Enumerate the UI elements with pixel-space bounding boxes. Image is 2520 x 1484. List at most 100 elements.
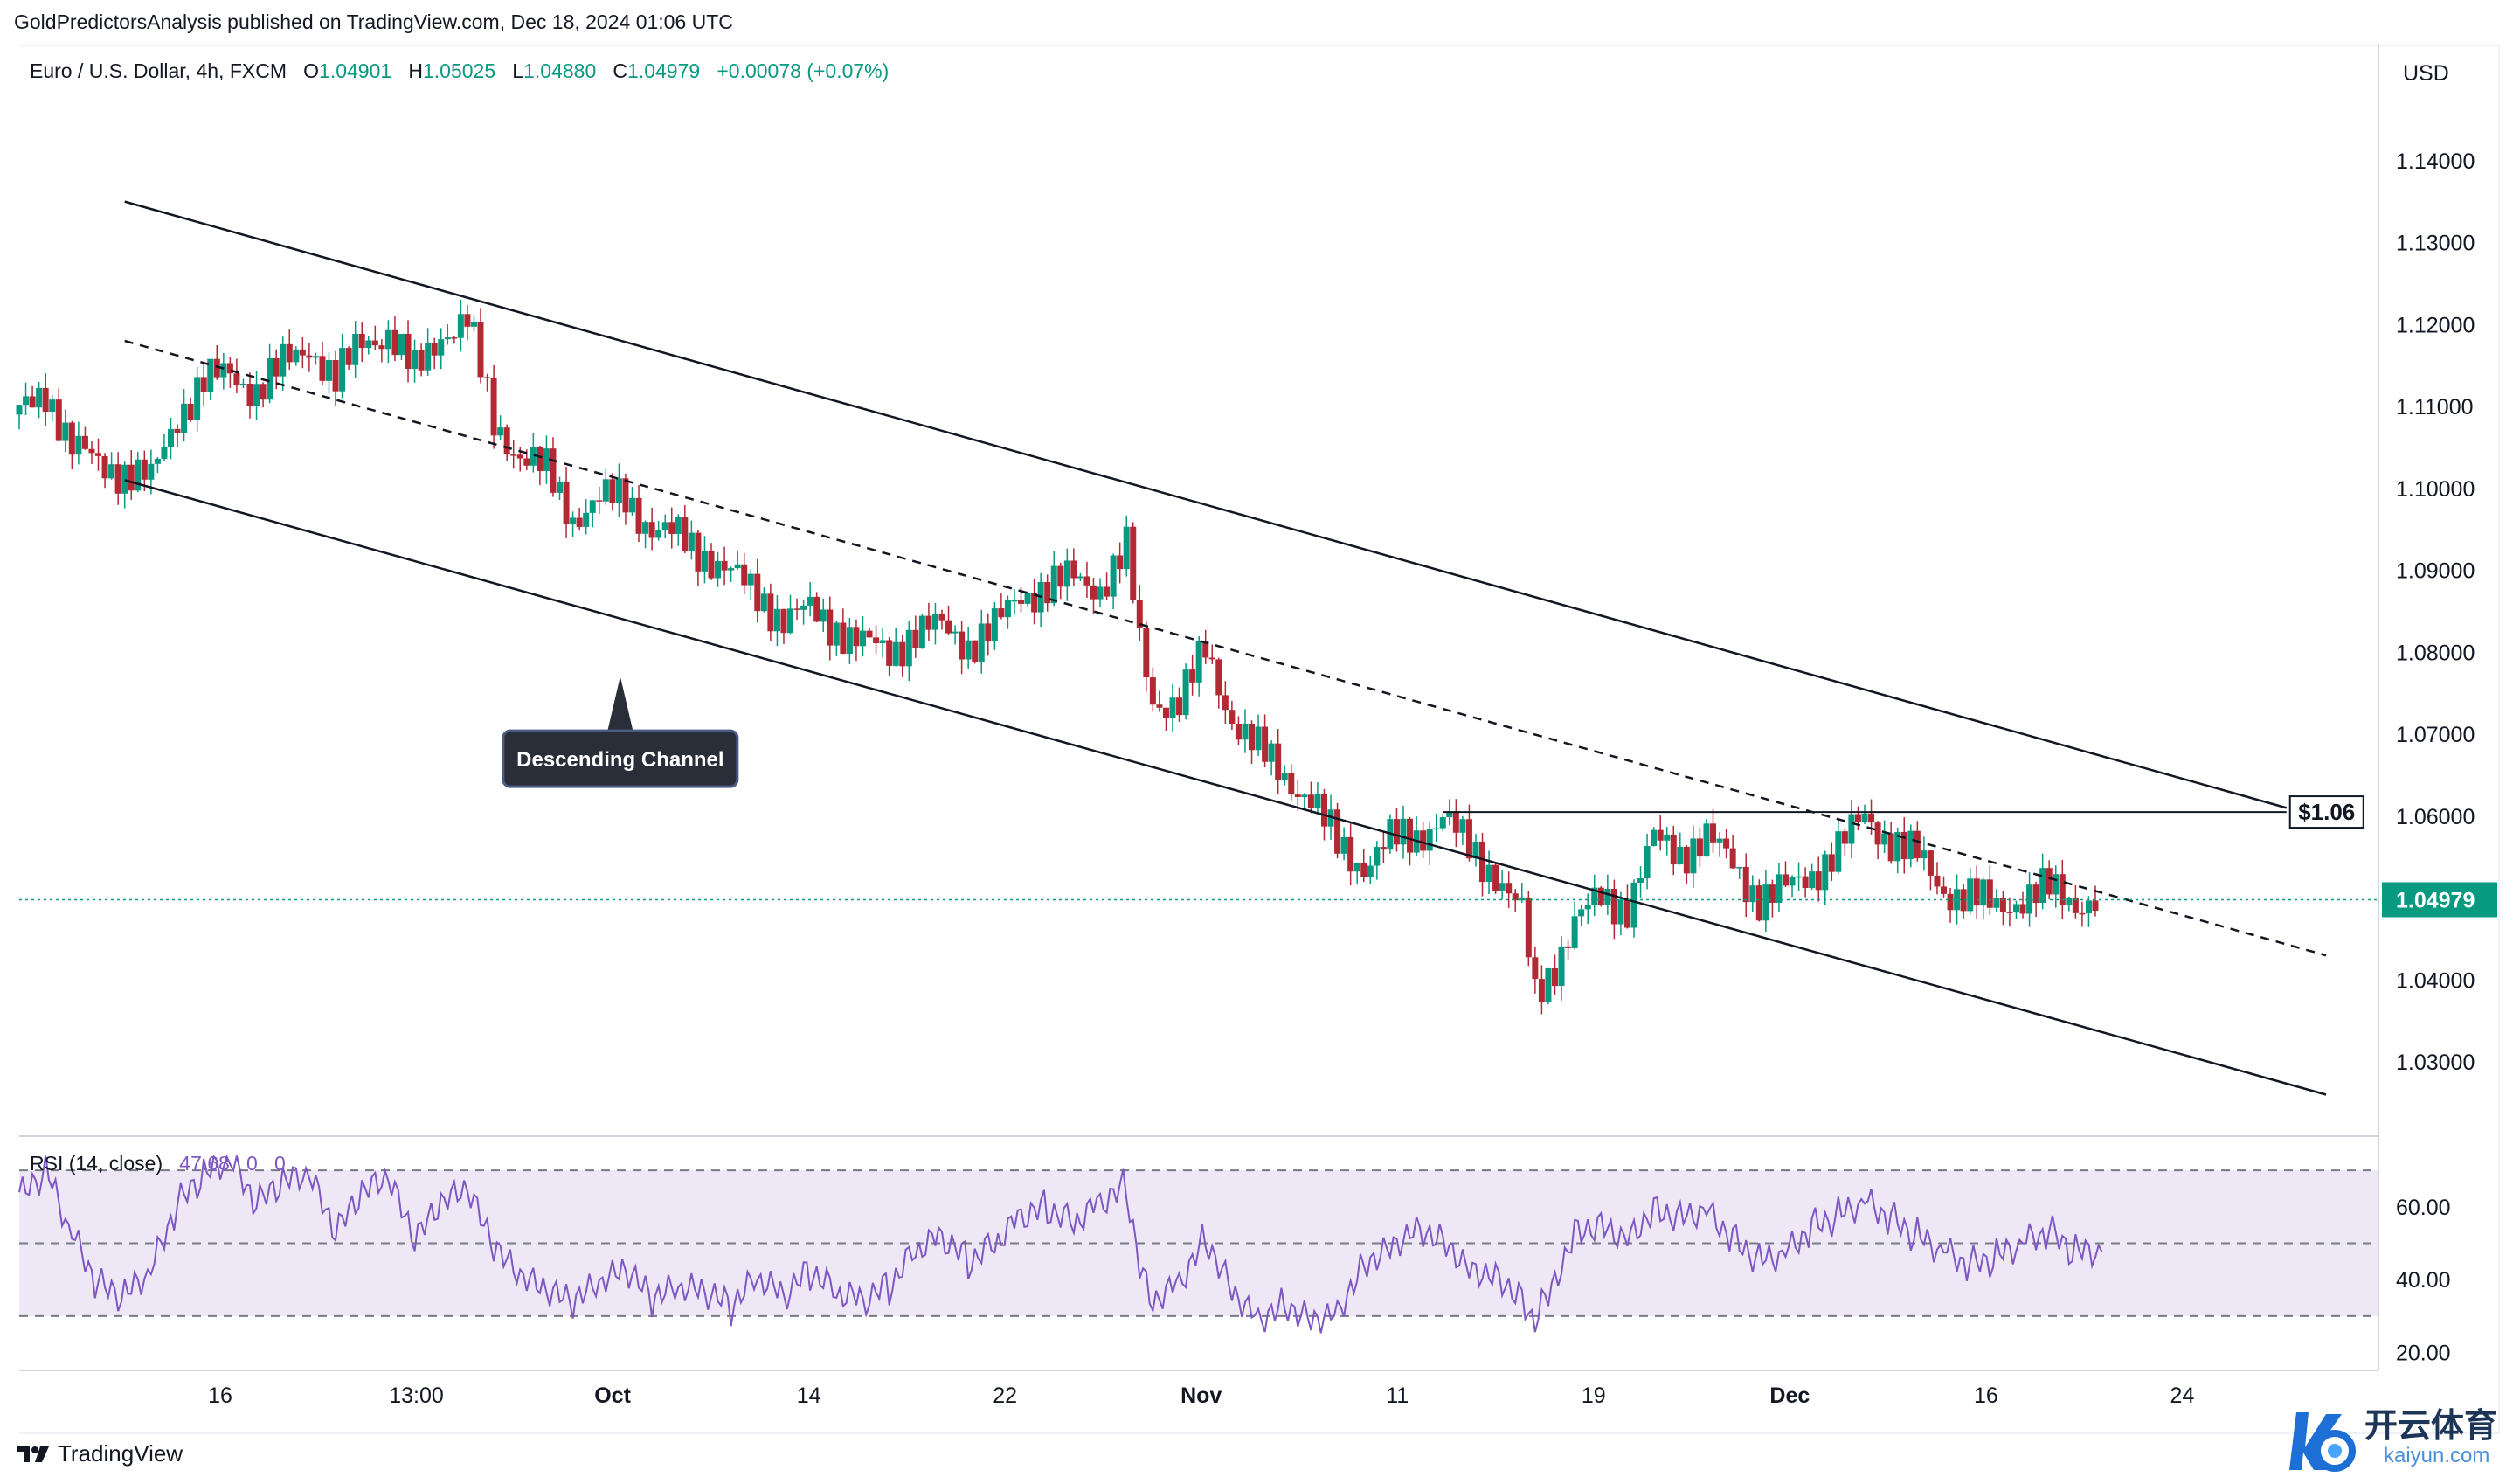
price-axis[interactable]: 1.14000 1.13000 1.12000 1.11000 1.10000 1.090… <box>2396 149 2475 1075</box>
candle-body <box>1644 845 1651 878</box>
currency-label[interactable]: USD <box>2403 61 2449 86</box>
candle-body <box>55 399 62 441</box>
candle-body <box>1499 883 1506 891</box>
time-tick-label: Dec <box>1769 1383 1810 1408</box>
candle-body <box>1249 723 1256 751</box>
candle-body <box>1993 898 2000 908</box>
kaiyun-logo-icon <box>2289 1412 2356 1472</box>
candle-body <box>293 349 300 363</box>
candle-body <box>490 377 497 436</box>
candle-body <box>358 333 365 349</box>
candle-body <box>1604 888 1611 905</box>
candle-body <box>628 497 635 513</box>
candle-body <box>319 356 326 381</box>
candle-body <box>978 623 985 662</box>
candle-body <box>1169 697 1176 718</box>
rsi-legend[interactable]: RSI (14, close) 47.68 0 0 <box>30 1152 286 1175</box>
tradingview-brand[interactable]: TradingView <box>17 1440 183 1467</box>
candle-body <box>2046 868 2053 895</box>
candle-body <box>267 357 273 400</box>
candle-body <box>523 458 530 466</box>
candle-body <box>141 459 148 480</box>
candle-body <box>1512 893 1519 901</box>
candle-body <box>1208 657 1215 660</box>
candle-body <box>391 329 398 356</box>
candle-body <box>695 532 702 572</box>
publisher-header: GoldPredictorsAnalysis published on Trad… <box>14 10 733 33</box>
candle-body <box>899 641 906 667</box>
candle-body <box>1597 887 1604 905</box>
candle-body <box>1670 834 1677 865</box>
candle-body <box>918 615 925 648</box>
candle-body <box>787 608 794 634</box>
callout-label: Descending Channel <box>516 748 723 772</box>
candle-body <box>1637 877 1644 883</box>
price-tick-label: 1.14000 <box>2396 149 2475 174</box>
candle-body <box>589 500 596 513</box>
high-label: H <box>408 59 423 82</box>
resistance-level-box <box>2288 795 2364 829</box>
candle-body <box>49 399 56 412</box>
candle-body <box>991 608 998 641</box>
low-value: 1.04880 <box>523 59 597 82</box>
candle-body <box>1789 876 1796 886</box>
candle-body <box>1551 967 1558 987</box>
candle-body <box>873 637 880 643</box>
candle-body <box>1796 876 1803 878</box>
candle-body <box>557 481 564 493</box>
candle-body <box>108 464 115 479</box>
candle-body <box>1690 838 1697 874</box>
price-tick-label: 1.11000 <box>2396 395 2474 420</box>
candle-body <box>972 640 979 662</box>
candle-body <box>167 428 174 447</box>
candle-body <box>965 640 972 660</box>
candle-body <box>516 454 523 459</box>
symbol-legend[interactable]: Euro / U.S. Dollar, 4h, FXCM O1.04901 H1… <box>30 59 889 83</box>
close-value: 1.04979 <box>627 59 701 82</box>
candle-body <box>1189 669 1196 683</box>
candle-body <box>312 356 319 358</box>
candle-body <box>365 340 372 349</box>
candle-body <box>1340 836 1347 854</box>
candle-body <box>1117 555 1124 570</box>
price-tick-label: 1.09000 <box>2396 559 2475 584</box>
candle-body <box>1782 874 1789 886</box>
candle-body <box>470 322 477 327</box>
candle-body <box>1229 710 1236 724</box>
candle-body <box>187 403 194 420</box>
candle-body <box>1242 723 1249 740</box>
candle-body <box>1578 909 1585 917</box>
candle-body <box>1301 794 1308 797</box>
candle-body <box>135 459 142 491</box>
watermark-cn: 开云体育 <box>2364 1408 2498 1445</box>
low-label: L <box>512 59 524 82</box>
candle-body <box>1360 862 1367 877</box>
candle-body <box>484 377 491 378</box>
rsi-tick-label: 20.00 <box>2396 1342 2451 1366</box>
candle-body <box>1044 581 1051 604</box>
candle-body <box>29 396 36 408</box>
candle-body <box>767 593 774 632</box>
candle-body <box>81 435 88 449</box>
candle-body <box>609 479 616 503</box>
candle-body <box>1018 600 1025 604</box>
close-label: C <box>613 59 628 82</box>
time-axis[interactable]: 16 13:00 Oct 14 22 Nov 11 19 Dec 16 24 <box>208 1383 2194 1408</box>
candle-body <box>1802 876 1809 889</box>
candle-body <box>23 396 30 406</box>
candle-body <box>1769 884 1776 903</box>
candle-body <box>1630 882 1637 928</box>
rsi-pane: 60.00 40.00 20.00 <box>18 1154 2451 1366</box>
candle-body <box>661 522 668 530</box>
candle-body <box>1677 846 1684 865</box>
rsi-extra-1: 0 <box>246 1152 258 1175</box>
candle-body <box>1479 841 1486 883</box>
candle-body <box>1868 813 1875 823</box>
candle-body <box>668 522 675 534</box>
candle-body <box>1374 847 1381 866</box>
candle-body <box>161 447 168 459</box>
candle-body <box>1393 819 1400 845</box>
candle-body <box>741 564 748 586</box>
candle-body <box>1202 641 1209 658</box>
